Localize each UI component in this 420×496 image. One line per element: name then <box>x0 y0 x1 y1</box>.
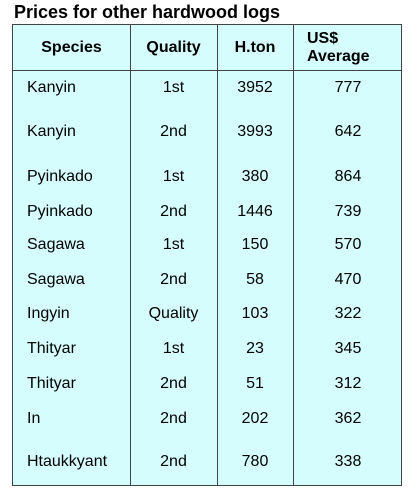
cell: 202 <box>241 410 269 427</box>
header-cell: Quality <box>146 39 201 56</box>
cell: 103 <box>241 305 269 322</box>
cell: 864 <box>334 168 362 185</box>
header-line <box>13 70 401 71</box>
cell: In <box>27 410 41 427</box>
header-cell: H.ton <box>234 39 276 56</box>
cell: 322 <box>334 305 362 322</box>
cell: 362 <box>334 410 362 427</box>
cell: 1st <box>162 79 185 96</box>
cell: Thityar <box>27 340 76 357</box>
header-cell: Species <box>41 39 102 56</box>
cell: 1446 <box>237 203 273 220</box>
cell: 739 <box>334 203 362 220</box>
cell: 3993 <box>237 123 273 140</box>
column-line <box>130 25 131 485</box>
cell: 2nd <box>160 453 187 470</box>
column-line <box>293 25 294 485</box>
table: Species Quality H.ton US$ Average Kanyin 1st 3… <box>12 24 402 486</box>
cell: Sagawa <box>27 271 85 288</box>
cell: 780 <box>241 453 269 470</box>
cell: 1st <box>162 236 185 253</box>
cell: 3952 <box>237 79 273 96</box>
cell: Pyinkado <box>27 168 93 185</box>
cell: Sagawa <box>27 236 85 253</box>
cell: Thityar <box>27 375 76 392</box>
header-cell: US$ Average <box>307 30 370 65</box>
cell: 2nd <box>160 271 187 288</box>
cell: 1st <box>162 340 185 357</box>
cell: 2nd <box>160 410 187 427</box>
title: Prices for other hardwood logs <box>14 2 281 22</box>
cell: Quality <box>148 305 199 322</box>
cell: 2nd <box>160 203 187 220</box>
cell: 23 <box>246 340 264 357</box>
cell: Htaukkyant <box>27 453 108 470</box>
cell: 1st <box>162 168 185 185</box>
cell: 51 <box>246 375 264 392</box>
cell: 570 <box>334 236 362 253</box>
cell: 470 <box>334 271 362 288</box>
cell: 777 <box>334 79 362 96</box>
cell: Pyinkado <box>27 203 93 220</box>
cell: 345 <box>334 340 362 357</box>
cell: 338 <box>334 453 362 470</box>
cell: 642 <box>334 123 362 140</box>
cell: 380 <box>241 168 269 185</box>
cell: Kanyin <box>27 123 76 140</box>
cell: Kanyin <box>27 79 76 96</box>
cell: Ingyin <box>27 305 70 322</box>
cell: 312 <box>334 375 362 392</box>
cell: 150 <box>241 236 269 253</box>
column-line <box>217 25 218 485</box>
cell: 58 <box>246 271 264 288</box>
cell: 2nd <box>160 375 187 392</box>
cell: 2nd <box>160 123 187 140</box>
